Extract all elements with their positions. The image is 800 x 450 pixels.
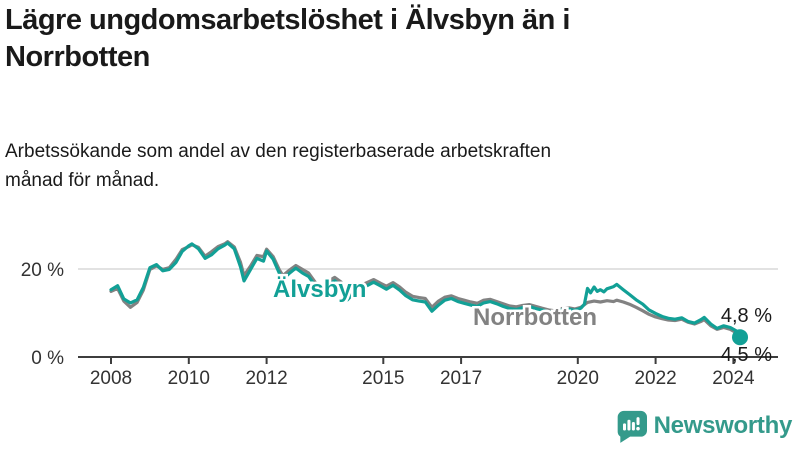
chart-title: Lägre ungdomsarbetslöshet i Älvsbyn än i… bbox=[5, 4, 570, 73]
y-tick-label-0: 0 % bbox=[31, 348, 64, 369]
x-tick-label-2020: 2020 bbox=[557, 368, 599, 389]
series-line-norrbotten bbox=[109, 240, 742, 338]
chart-subtitle: Arbetssökande som andel av den registerb… bbox=[5, 141, 552, 191]
x-tick-label-2017: 2017 bbox=[440, 368, 482, 389]
x-tick-label-2022: 2022 bbox=[634, 368, 676, 389]
series-label-älvsbyn: Älvsbyn bbox=[273, 276, 366, 303]
newsworthy-logo: Newsworthy bbox=[615, 408, 792, 444]
alvsbyn-end-dot bbox=[732, 329, 749, 346]
x-tick-label-2024: 2024 bbox=[712, 368, 755, 389]
x-tick-label-2015: 2015 bbox=[362, 368, 404, 389]
newsworthy-wordmark: Newsworthy bbox=[653, 412, 793, 439]
series-label-norrbotten: Norrbotten bbox=[473, 304, 597, 331]
x-tick-label-2012: 2012 bbox=[245, 368, 287, 389]
x-tick-label-2008: 2008 bbox=[90, 368, 132, 389]
x-tick-label-2010: 2010 bbox=[168, 368, 210, 389]
end-label-älvsbyn: 4,5 % bbox=[721, 344, 772, 366]
newsworthy-bubble-chart-icon bbox=[617, 410, 647, 443]
y-tick-label-20: 20 % bbox=[21, 260, 64, 281]
end-label-norrbotten: 4,8 % bbox=[721, 305, 772, 327]
series-line-älvsbyn bbox=[109, 241, 742, 339]
